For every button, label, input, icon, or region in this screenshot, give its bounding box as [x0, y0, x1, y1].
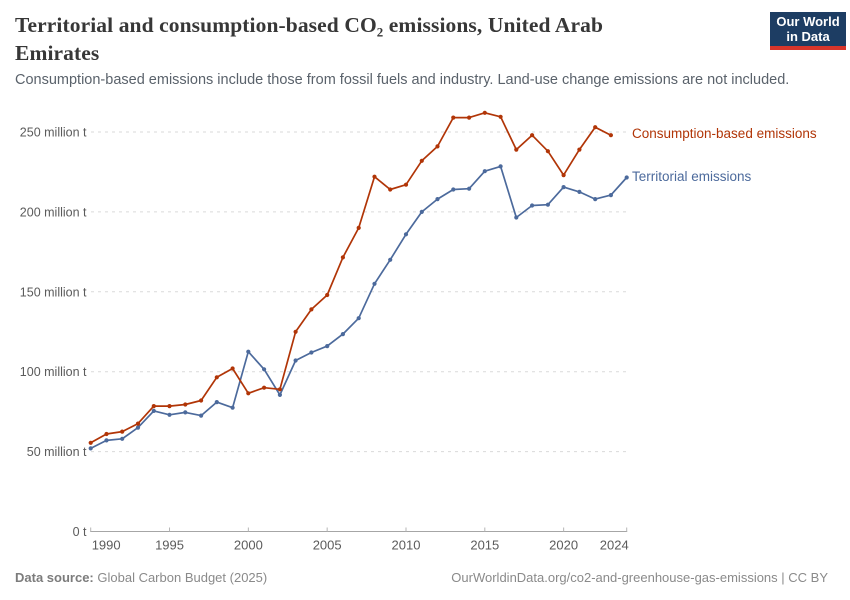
data-point [293, 329, 298, 334]
data-point [262, 367, 267, 372]
series-line-consumption-based-emissions [89, 111, 612, 444]
data-point [277, 392, 282, 397]
data-point [514, 215, 519, 220]
data-point [183, 410, 188, 415]
data-point [498, 164, 503, 169]
data-point [88, 440, 93, 445]
data-point [309, 307, 314, 312]
data-point [577, 189, 582, 194]
owid-logo-line1: Our World [776, 14, 840, 29]
data-point [419, 209, 424, 214]
data-point [340, 255, 345, 260]
data-point [608, 133, 614, 138]
data-point [482, 169, 487, 174]
data-point [530, 133, 535, 138]
data-point [451, 115, 456, 120]
y-axis-tick-label: 200 million t [20, 205, 87, 219]
data-point [230, 366, 235, 371]
x-axis-tick-label: 2000 [234, 538, 263, 553]
data-point [561, 185, 566, 190]
data-point [388, 257, 393, 262]
data-point [167, 404, 172, 409]
data-point [104, 431, 109, 437]
data-point [435, 144, 440, 149]
data-point [293, 358, 298, 363]
data-source-text: Global Carbon Budget (2025) [97, 570, 268, 585]
x-axis-tick-label: 2024 [600, 538, 629, 553]
owid-logo[interactable]: Our World in Data [770, 12, 846, 50]
data-point [545, 149, 551, 154]
chart-subtitle: Consumption-based emissions include thos… [15, 72, 790, 88]
chart-footer: Data source: Global Carbon Budget (2025)… [15, 570, 828, 585]
data-point [561, 173, 566, 178]
data-point [135, 421, 141, 426]
data-point [262, 385, 267, 390]
y-axis-tick-label: 250 million t [20, 126, 87, 140]
data-point [356, 225, 361, 230]
data-point [246, 391, 251, 396]
x-axis-tick-label: 1995 [155, 538, 184, 553]
x-axis-tick-label: 2010 [392, 538, 421, 553]
data-point [482, 110, 487, 115]
y-axis-tick-label: 0 t [73, 525, 87, 539]
data-point [467, 115, 472, 120]
data-point [214, 400, 219, 405]
data-point [372, 174, 377, 179]
data-point [88, 446, 93, 451]
data-point [120, 436, 125, 441]
data-point [183, 402, 188, 407]
legend-consumption-emissions[interactable]: Consumption-based emissions [632, 126, 817, 141]
data-source-label: Data source: [15, 570, 94, 585]
x-axis-tick-label: 2015 [470, 538, 499, 553]
x-axis-tick-label: 2005 [313, 538, 342, 553]
data-source: Data source: Global Carbon Budget (2025) [15, 570, 267, 585]
owid-logo-line2: in Data [786, 29, 830, 44]
data-point [151, 404, 156, 409]
data-point [403, 182, 409, 187]
data-point [340, 332, 345, 337]
data-point [593, 197, 598, 202]
data-point [514, 147, 519, 152]
data-point [120, 429, 125, 434]
data-point [167, 412, 172, 417]
data-point [151, 408, 156, 413]
data-point [593, 125, 598, 130]
data-point [356, 316, 361, 321]
data-point [577, 147, 582, 152]
data-point [435, 197, 440, 202]
data-point [530, 203, 535, 208]
x-axis-tick-label: 1990 [92, 538, 121, 553]
data-point [230, 405, 235, 410]
data-point [388, 187, 393, 192]
data-point [419, 158, 424, 163]
data-point [545, 202, 551, 207]
data-point [325, 344, 330, 349]
data-point [214, 375, 219, 380]
data-point [199, 398, 204, 403]
data-point [451, 187, 456, 192]
data-point [608, 193, 614, 198]
data-point [403, 232, 409, 237]
data-point [467, 186, 472, 191]
data-point [135, 425, 141, 430]
y-axis-tick-label: 100 million t [20, 365, 87, 379]
data-point [246, 349, 251, 354]
data-point [309, 350, 314, 355]
page-title: Territorial and consumption-based CO₂ em… [15, 13, 604, 65]
x-axis-tick-label: 2020 [549, 538, 578, 553]
legend-territorial-emissions[interactable]: Territorial emissions [632, 169, 752, 184]
owid-url-link[interactable]: OurWorldinData.org/co2-and-greenhouse-ga… [451, 570, 828, 585]
data-point [199, 413, 204, 418]
y-axis-tick-label: 50 million t [27, 445, 87, 459]
data-point [372, 281, 377, 286]
data-point [277, 387, 282, 392]
data-point [325, 292, 330, 298]
data-point [498, 114, 503, 119]
y-axis-tick-label: 150 million t [20, 285, 87, 299]
data-point [624, 175, 629, 180]
data-point [104, 438, 109, 443]
